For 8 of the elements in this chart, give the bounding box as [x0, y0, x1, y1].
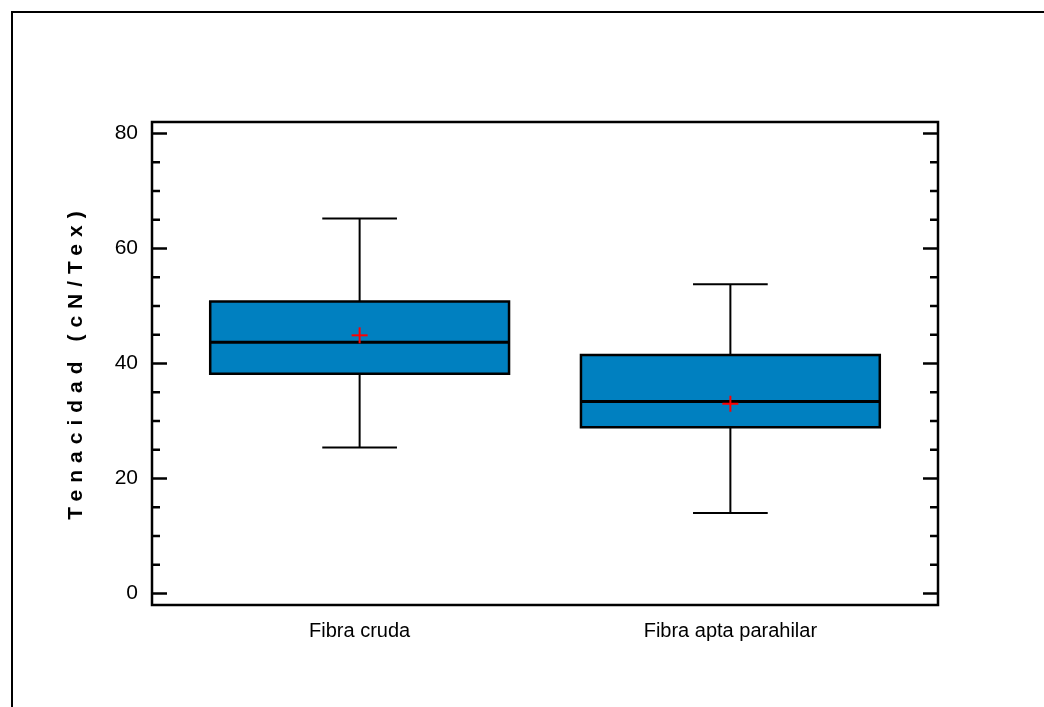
- y-tick-label: 20: [114, 465, 138, 489]
- y-tick-label: 80: [114, 120, 138, 144]
- x-tick-label: Fibra cruda: [309, 618, 412, 641]
- y-tick-label: 0: [126, 580, 138, 604]
- y-axis-title: Tenacidad (cN/Tex): [63, 204, 87, 520]
- x-tick-label: Fibra apta parahilar: [643, 618, 818, 641]
- y-tick-label: 60: [114, 235, 138, 259]
- y-tick-label: 40: [114, 350, 138, 374]
